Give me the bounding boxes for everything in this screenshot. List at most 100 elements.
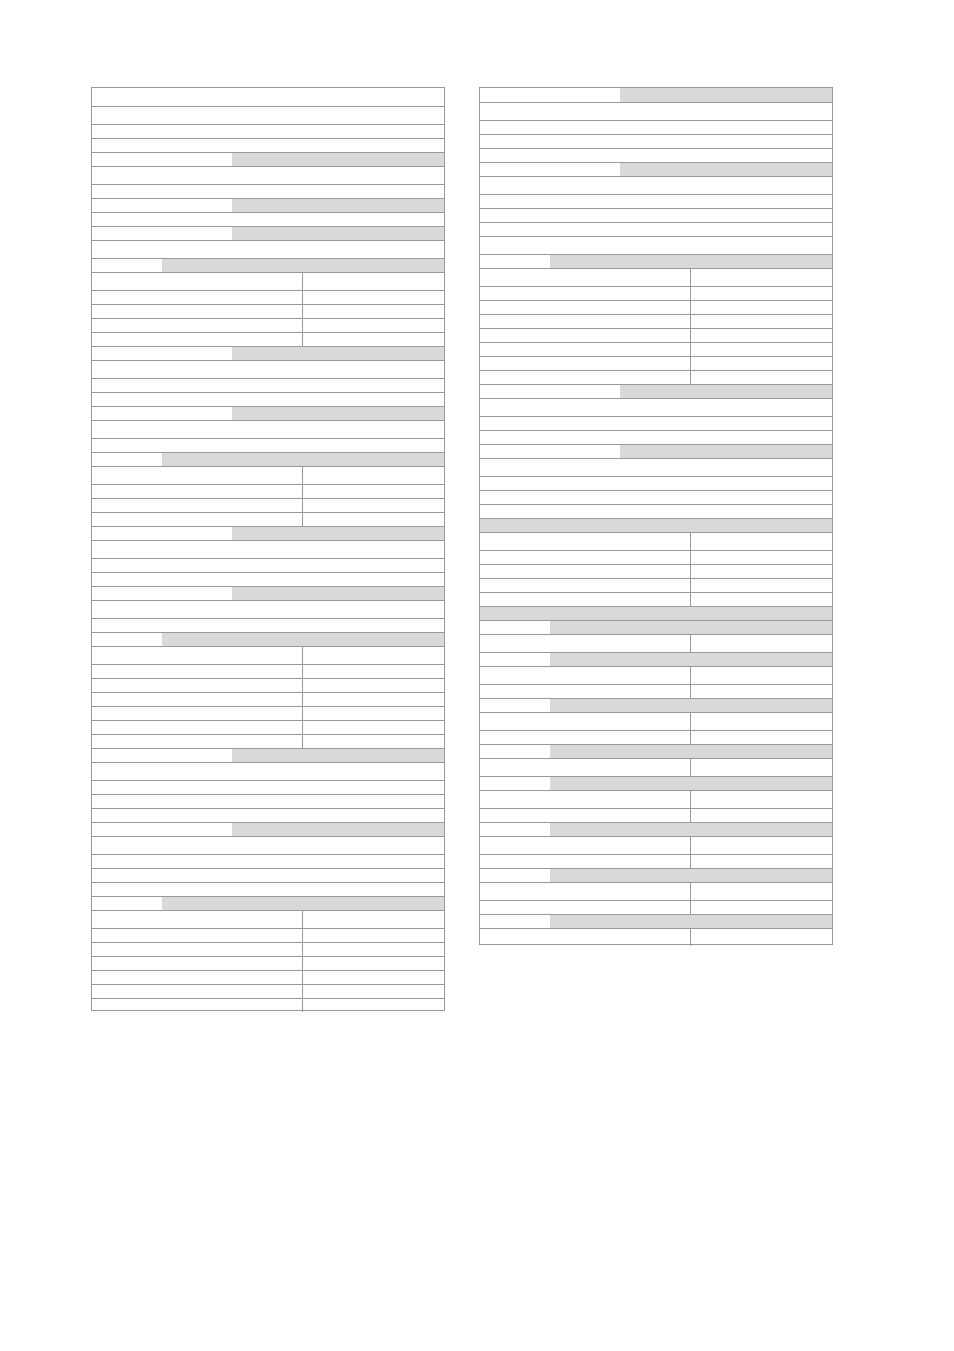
outline-row [92, 882, 444, 896]
outline-value-cell [690, 593, 832, 606]
outline-row [92, 734, 444, 748]
outline-label-cell [232, 999, 302, 1012]
outline-value-cell [690, 759, 832, 776]
outline-value-cell [302, 139, 444, 152]
outline-row [480, 836, 832, 854]
outline-row [92, 664, 444, 678]
outline-value-cell [302, 421, 444, 438]
outline-value-cell [690, 791, 832, 808]
outline-label-cell [620, 287, 690, 300]
outline-row [480, 606, 832, 620]
outline-row [480, 236, 832, 254]
outline-row [92, 910, 444, 928]
outline-row [92, 942, 444, 956]
outline-label-cell [550, 533, 690, 550]
outline-value-cell [690, 579, 832, 592]
outline-value-cell [690, 269, 832, 286]
outline-row [480, 666, 832, 684]
outline-value-cell [302, 999, 444, 1012]
outline-row [92, 318, 444, 332]
outline-value-cell [302, 679, 444, 692]
outline-label-cell [550, 579, 690, 592]
outline-row [480, 928, 832, 946]
outline-heading-cell [480, 607, 832, 620]
outline-row [480, 776, 832, 790]
outline-row [92, 706, 444, 720]
outline-row [92, 166, 444, 184]
outline-label-cell [620, 357, 690, 370]
outline-label-cell [620, 371, 690, 384]
outline-value-cell [690, 667, 832, 684]
outline-value-cell [690, 135, 832, 148]
outline-value-cell [302, 735, 444, 748]
outline-value-cell [302, 619, 444, 632]
outline-heading-cell [480, 519, 832, 532]
outline-value-cell [302, 781, 444, 794]
outline-heading-cell [620, 385, 832, 398]
outline-heading-cell [162, 897, 444, 910]
outline-row [480, 176, 832, 194]
outline-heading-cell [232, 347, 444, 360]
outline-value-cell [302, 763, 444, 780]
outline-row [92, 346, 444, 360]
outline-value-cell [690, 195, 832, 208]
outline-value-cell [690, 121, 832, 134]
outline-row [480, 564, 832, 578]
outline-value-cell [302, 333, 444, 346]
outline-heading-cell [162, 633, 444, 646]
outline-row [92, 138, 444, 152]
outline-row [92, 540, 444, 558]
outline-heading-cell [550, 653, 832, 666]
outline-label-cell [232, 971, 302, 984]
outline-row [92, 928, 444, 942]
outline-value-cell [690, 809, 832, 822]
outline-label-cell [232, 679, 302, 692]
outline-row [480, 882, 832, 900]
outline-row [480, 758, 832, 776]
outline-value-cell [690, 533, 832, 550]
outline-value-cell [302, 393, 444, 406]
outline-row [92, 678, 444, 692]
outline-row [480, 268, 832, 286]
outline-heading-cell [232, 749, 444, 762]
outline-row [92, 572, 444, 586]
outline-row [480, 652, 832, 666]
outline-value-cell [690, 149, 832, 162]
outline-row [480, 328, 832, 342]
outline-value-cell [690, 209, 832, 222]
outline-heading-cell [232, 153, 444, 166]
outline-value-cell [302, 855, 444, 868]
outline-row [92, 406, 444, 420]
outline-row [92, 420, 444, 438]
outline-heading-cell [550, 823, 832, 836]
outline-heading-cell [232, 227, 444, 240]
outline-row [92, 290, 444, 304]
outline-row [92, 106, 444, 124]
outline-row [92, 600, 444, 618]
outline-row [480, 634, 832, 652]
outline-row [92, 512, 444, 526]
outline-row [92, 226, 444, 240]
outline-row [92, 720, 444, 734]
outline-row [92, 124, 444, 138]
outline-row [92, 526, 444, 540]
outline-row [92, 984, 444, 998]
outline-label-cell [620, 635, 690, 652]
outline-label-cell [620, 713, 690, 730]
outline-label-cell [620, 791, 690, 808]
outline-value-cell [302, 273, 444, 290]
outline-row [480, 476, 832, 490]
outline-value-cell [302, 809, 444, 822]
outline-value-cell [302, 305, 444, 318]
outline-label-cell [232, 319, 302, 332]
outline-row [92, 970, 444, 984]
outline-value-cell [302, 721, 444, 734]
outline-heading-cell [620, 445, 832, 458]
outline-row [92, 646, 444, 664]
outline-row [92, 618, 444, 632]
outline-label-cell [620, 301, 690, 314]
outline-value-cell [302, 541, 444, 558]
outline-row [480, 398, 832, 416]
outline-value-cell [302, 291, 444, 304]
outline-value-cell [302, 985, 444, 998]
